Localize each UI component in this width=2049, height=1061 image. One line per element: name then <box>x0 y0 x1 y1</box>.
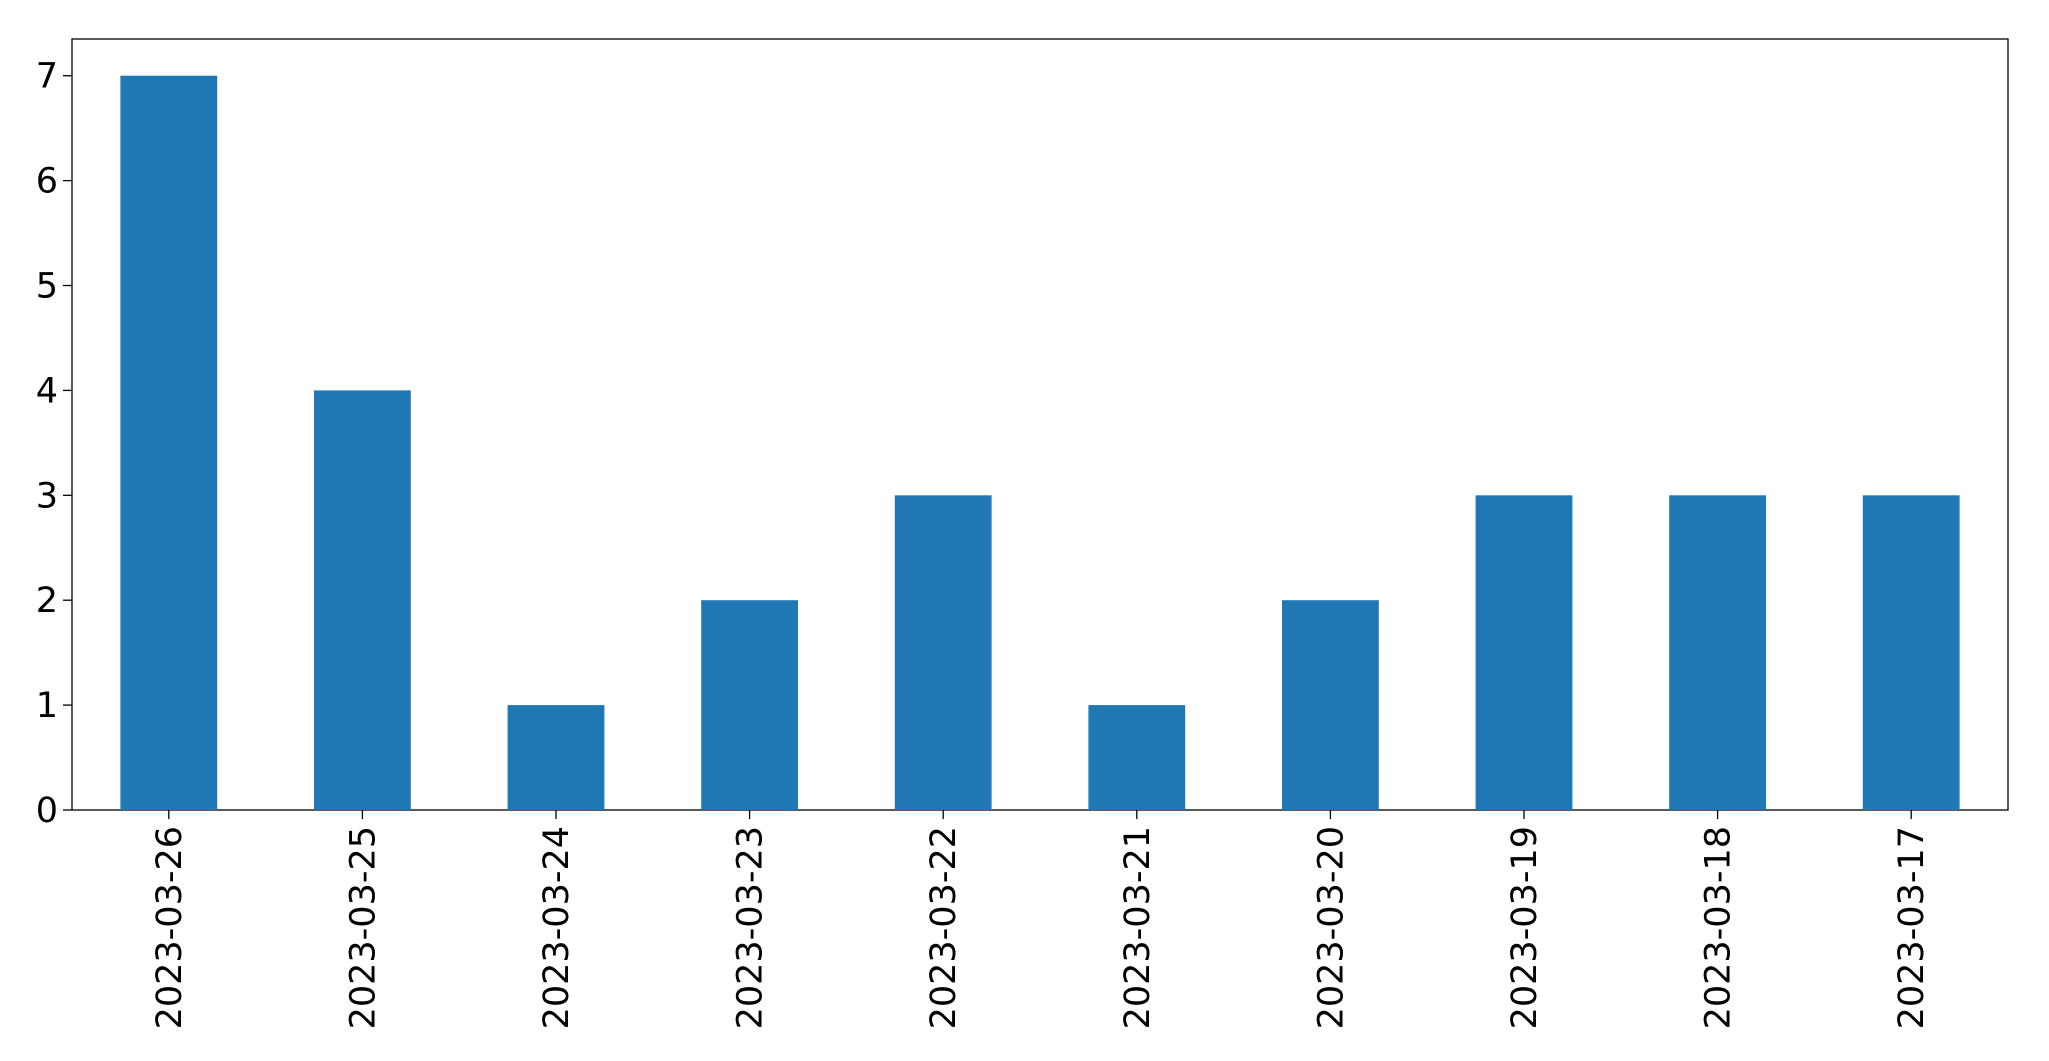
bar <box>1862 495 1960 810</box>
x-tick-label: 2023-03-20 <box>1311 826 1351 1029</box>
plot-frame <box>71 38 2009 811</box>
x-tick-label: 2023-03-26 <box>150 826 190 1029</box>
x-tick-label: 2023-03-21 <box>1118 826 1158 1029</box>
x-tick-label: 2023-03-18 <box>1699 826 1739 1029</box>
bar <box>1088 705 1186 810</box>
bar <box>507 705 605 810</box>
y-tick-label: 4 <box>36 371 58 411</box>
bar <box>120 75 218 810</box>
bar <box>894 495 992 810</box>
y-tick-label: 5 <box>36 267 58 307</box>
x-tick-label: 2023-03-17 <box>1892 826 1932 1029</box>
bar <box>314 390 411 810</box>
x-tick-label: 2023-03-24 <box>537 826 577 1029</box>
bar <box>1282 600 1379 810</box>
y-tick-label: 2 <box>36 581 58 621</box>
bar <box>1475 495 1573 810</box>
x-tick-label: 2023-03-19 <box>1505 826 1545 1029</box>
x-tick-label: 2023-03-25 <box>343 826 383 1029</box>
bar <box>701 600 798 810</box>
y-tick-label: 7 <box>36 57 58 97</box>
bar <box>1669 495 1766 810</box>
x-tick-label: 2023-03-23 <box>731 826 771 1029</box>
y-tick-label: 1 <box>36 686 58 726</box>
y-tick-label: 0 <box>36 791 58 831</box>
y-tick-label: 3 <box>36 476 58 516</box>
x-tick-label: 2023-03-22 <box>924 826 964 1029</box>
y-tick-label: 6 <box>36 162 58 202</box>
